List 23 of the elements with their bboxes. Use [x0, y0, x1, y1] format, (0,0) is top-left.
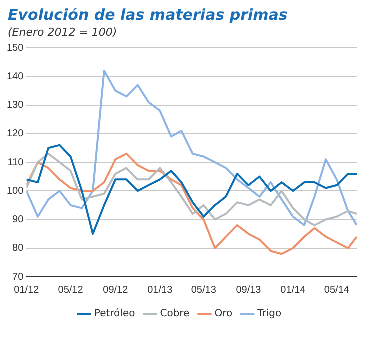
y-tick-label: 120 — [6, 128, 24, 140]
y-tick-label: 90 — [12, 214, 24, 226]
y-tick-label: 150 — [6, 42, 24, 54]
x-tick-label: 01/14 — [280, 284, 306, 296]
y-tick-label: 130 — [6, 100, 24, 111]
x-tick-label: 09/12 — [103, 284, 129, 296]
legend-label: Cobre — [160, 308, 190, 320]
x-tick-label: 01/12 — [14, 284, 40, 296]
x-tick-label: 05/14 — [324, 284, 350, 296]
legend-label: Trigo — [256, 308, 282, 320]
y-tick-label: 70 — [12, 272, 24, 283]
y-tick-label: 110 — [8, 157, 24, 168]
x-tick-label: 05/12 — [58, 284, 84, 296]
legend-label: Petróleo — [94, 308, 136, 320]
chart-subtitle: (Enero 2012 = 100) — [8, 26, 118, 39]
y-tick-label: 100 — [6, 186, 24, 197]
legend-label: Oro — [214, 308, 233, 320]
y-tick-label: 140 — [6, 71, 24, 82]
y-tick-label: 80 — [12, 243, 24, 254]
chart-title: Evolución de las materias primas — [8, 6, 289, 24]
x-tick-label: 09/13 — [236, 284, 262, 296]
x-tick-label: 01/13 — [148, 284, 174, 296]
x-tick-label: 05/13 — [191, 284, 217, 296]
